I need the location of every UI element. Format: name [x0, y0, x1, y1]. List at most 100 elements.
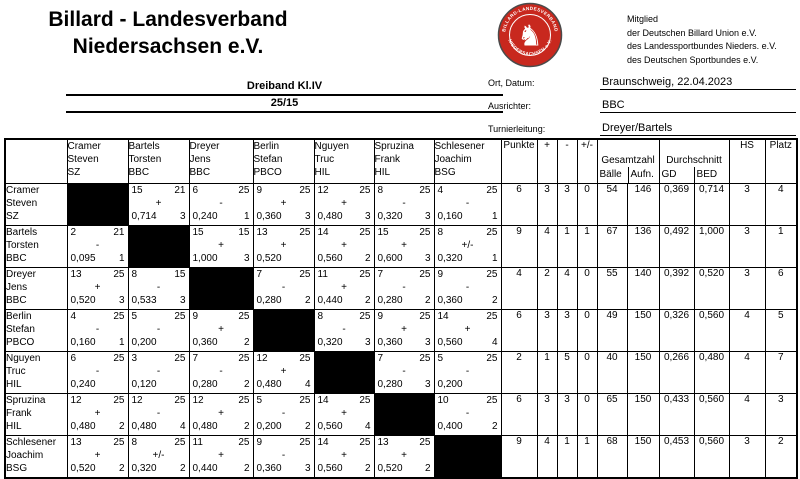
player-lastname: Cramer — [67, 141, 101, 152]
player-firstname: Stefan — [253, 154, 283, 165]
total-baelle: 40 — [596, 351, 628, 394]
membership-line: der Deutschen Billard Union e.V. — [627, 27, 757, 38]
player-lastname: Berlin — [6, 311, 32, 322]
gd-value: 0,320 — [131, 463, 157, 474]
event-subtitle: 25/15 — [270, 97, 299, 109]
score-line: 14 25 — [435, 311, 500, 324]
gd-value: 0,360 — [256, 463, 282, 474]
average-line: 0,520 2 — [375, 462, 433, 476]
total-platz: 7 — [764, 351, 798, 394]
balls-value: 13 — [256, 227, 268, 238]
average-line: 0,480 2 — [190, 420, 252, 434]
gesamtzahl-wrap: Gesamtzahl Bälle Aufn. — [598, 140, 658, 183]
association-logo: BILLARD-LANDESVERBAND NIEDERSACHSEN e.V.… — [497, 2, 563, 68]
total-baelle: 68 — [596, 435, 628, 479]
average-line: 0,480 4 — [254, 378, 313, 392]
hs-value: 3 — [118, 295, 125, 306]
hs-value: 2 — [491, 295, 498, 306]
row-header-player-3: Dreyer Jens BBC — [4, 267, 68, 310]
match-cell-2-1: 2 21 - 0,095 1 — [66, 225, 129, 268]
innings-value: 25 — [299, 185, 311, 196]
innings-value: 25 — [113, 269, 125, 280]
balls-value: 7 — [377, 269, 384, 280]
result-sign: + — [341, 281, 347, 293]
innings-value: 25 — [299, 395, 311, 406]
player-firstname: Frank — [6, 408, 32, 419]
balls-value: 5 — [256, 395, 263, 406]
innings-value: 25 — [113, 353, 125, 364]
col-header-player-2: Bartels Torsten BBC — [127, 138, 190, 184]
result-sign: - — [465, 365, 470, 377]
logo-badge-icon: BILLARD-LANDESVERBAND NIEDERSACHSEN e.V.… — [497, 2, 563, 68]
table-header: Cramer Steven SZ Bartels Torsten BBC Dreyer Jen… — [4, 138, 798, 184]
hs-value: 3 — [304, 463, 311, 474]
score-line: 9 25 — [254, 436, 313, 449]
average-line: 0,360 3 — [254, 210, 313, 224]
innings-value: 25 — [174, 311, 186, 322]
balls-value: 12 — [256, 353, 268, 364]
gd-value: 0,533 — [131, 295, 157, 306]
average-line: 0,560 4 — [315, 420, 373, 434]
total-pm: 1 — [576, 225, 598, 268]
hs-value: 3 — [424, 337, 431, 348]
result-sign: - — [281, 407, 286, 419]
score-line: 4 25 — [68, 311, 127, 324]
average-line: 0,400 2 — [435, 420, 500, 434]
col-header-minus: - — [556, 138, 578, 184]
average-line: 0,160 1 — [68, 336, 127, 350]
match-cell-5-4: 12 25 +0,480 4 — [252, 351, 315, 394]
average-line: 0,360 2 — [190, 336, 252, 350]
diagonal-block — [252, 309, 315, 352]
innings-value: 25 — [299, 437, 311, 448]
innings-value: 25 — [419, 185, 431, 196]
score-line: 9 25 — [435, 269, 500, 282]
average-line: 0,095 1 — [68, 252, 127, 266]
innings-value: 25 — [359, 269, 371, 280]
innings-value: 15 — [238, 227, 250, 238]
player-club: BSG — [6, 463, 28, 474]
row-player-2: Bartels Torsten BBC 2 21-0,095 1 15 15 +1,000 3 13… — [4, 225, 798, 268]
player-club: SZ — [67, 167, 81, 178]
total-minus: 4 — [556, 267, 578, 310]
hs-value: 3 — [364, 211, 371, 222]
gd-value: 0,160 — [70, 337, 96, 348]
result-sign: +/- — [152, 449, 165, 461]
hs-value: 2 — [364, 463, 371, 474]
col-header-player-3: Dreyer Jens BBC — [188, 138, 254, 184]
hs-value: 3 — [304, 211, 311, 222]
innings-value: 25 — [419, 311, 431, 322]
total-aufn: 150 — [626, 435, 660, 479]
gd-value: 0,714 — [131, 211, 157, 222]
row-header-player-1: Cramer Steven SZ — [4, 183, 68, 226]
average-line: 0,240 1 — [190, 210, 252, 224]
total-bed: 0,560 — [693, 309, 730, 352]
hs-value: 3 — [424, 253, 431, 264]
info-value-ausrichter: BBC — [600, 99, 796, 113]
org-title: Billard - Landesverband Niedersachsen e.… — [18, 6, 318, 60]
total-minus: 3 — [556, 309, 578, 352]
balls-value: 9 — [377, 311, 384, 322]
result-sign: + — [341, 407, 347, 419]
result-sign: + — [218, 323, 224, 335]
total-minus: 5 — [556, 351, 578, 394]
match-cell-7-1: 13 25 +0,520 2 — [66, 435, 129, 479]
diagonal-block — [313, 351, 375, 394]
match-cell-6-7: 10 25 -0,400 2 — [433, 393, 502, 436]
durchschnitt-label: Durchschnitt — [666, 155, 722, 166]
balls-value: 12 — [192, 395, 204, 406]
hs-value: 2 — [304, 295, 311, 306]
gd-value: 0,160 — [437, 211, 463, 222]
gd-value: 0,480 — [192, 421, 218, 432]
gd-value: 0,520 — [70, 463, 96, 474]
total-bed: 0,560 — [693, 435, 730, 479]
gd-value: 0,400 — [437, 421, 463, 432]
tournament-info: Ort, Datum: Braunschweig, 22.04.2023 Aus… — [488, 70, 796, 139]
results-table: Cramer Steven SZ Bartels Torsten BBC Dreyer Jen… — [4, 138, 799, 479]
result-sign: - — [342, 323, 346, 335]
hs-value: 3 — [364, 337, 371, 348]
gd-value: 0,200 — [131, 337, 157, 348]
result-sign: + — [94, 449, 101, 461]
score-line: 14 25 — [315, 436, 373, 449]
info-row-ausrichter: Ausrichter: BBC — [488, 93, 796, 113]
innings-value: 25 — [299, 353, 311, 364]
